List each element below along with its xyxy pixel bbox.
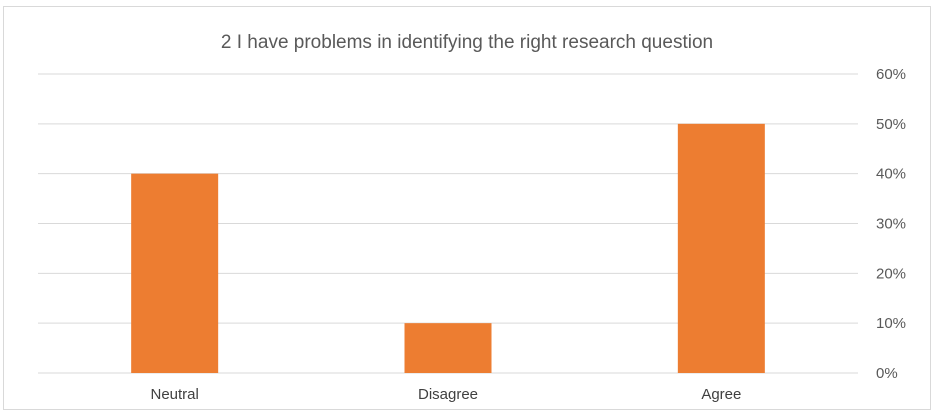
y-tick-label: 40% [876,166,906,183]
y-tick-label: 50% [876,116,906,133]
bar-agree [677,123,765,373]
y-tick-label: 30% [876,216,906,233]
bar-layer [131,123,765,373]
x-category-label: Disagree [418,386,478,403]
chart-title: 2 I have problems in identifying the rig… [221,32,713,53]
x-category-label: Agree [701,386,741,403]
y-tick-label: 20% [876,265,906,282]
y-tick-label: 10% [876,315,906,332]
bar-neutral [131,173,219,373]
y-tick-label: 0% [876,365,898,382]
bar-disagree [404,323,492,373]
y-axis-ticks: 0% 10% 20% 30% 40% 50% 60% [876,66,906,382]
x-axis-categories: Neutral Disagree Agree [150,386,741,403]
x-category-label: Neutral [150,386,198,403]
y-tick-label: 60% [876,66,906,83]
